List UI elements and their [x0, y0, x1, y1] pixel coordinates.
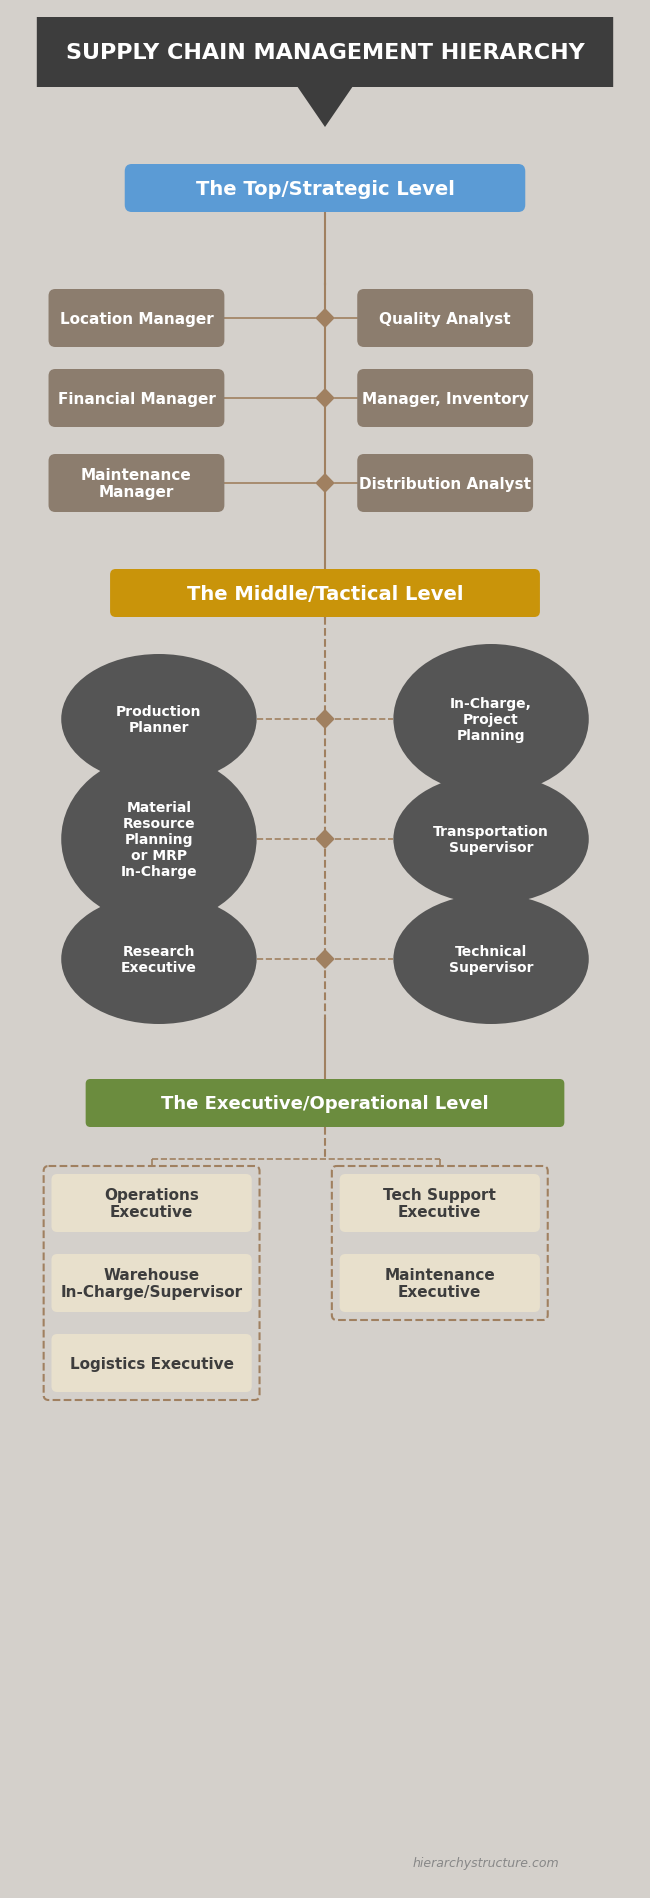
- Text: Warehouse
In-Charge/Supervisor: Warehouse In-Charge/Supervisor: [60, 1268, 242, 1300]
- Text: Distribution Analyst: Distribution Analyst: [359, 476, 531, 492]
- Ellipse shape: [61, 755, 257, 924]
- Polygon shape: [315, 309, 335, 328]
- Polygon shape: [315, 474, 335, 493]
- Ellipse shape: [393, 894, 589, 1025]
- Polygon shape: [37, 17, 613, 127]
- Ellipse shape: [393, 645, 589, 795]
- FancyBboxPatch shape: [86, 1080, 564, 1127]
- Text: Operations
Executive: Operations Executive: [104, 1186, 199, 1220]
- Text: Maintenance
Executive: Maintenance Executive: [384, 1268, 495, 1300]
- Ellipse shape: [61, 655, 257, 784]
- Text: Transportation
Supervisor: Transportation Supervisor: [433, 824, 549, 854]
- FancyBboxPatch shape: [340, 1255, 540, 1312]
- Text: The Executive/Operational Level: The Executive/Operational Level: [161, 1095, 489, 1112]
- Polygon shape: [315, 949, 335, 970]
- Text: Quality Analyst: Quality Analyst: [380, 311, 511, 326]
- Text: Financial Manager: Financial Manager: [57, 391, 215, 406]
- Text: hierarchystructure.com: hierarchystructure.com: [413, 1856, 560, 1870]
- Text: In-Charge,
Project
Planning: In-Charge, Project Planning: [450, 697, 532, 742]
- Text: Material
Resource
Planning
or MRP
In-Charge: Material Resource Planning or MRP In-Cha…: [121, 801, 197, 879]
- FancyBboxPatch shape: [49, 370, 224, 427]
- FancyBboxPatch shape: [340, 1175, 540, 1232]
- Text: Tech Support
Executive: Tech Support Executive: [384, 1186, 496, 1220]
- Ellipse shape: [61, 894, 257, 1025]
- Text: Research
Executive: Research Executive: [121, 945, 197, 974]
- Text: The Middle/Tactical Level: The Middle/Tactical Level: [187, 585, 463, 604]
- Text: Manager, Inventory: Manager, Inventory: [361, 391, 528, 406]
- Text: Logistics Executive: Logistics Executive: [70, 1355, 233, 1370]
- Polygon shape: [315, 829, 335, 850]
- Text: The Top/Strategic Level: The Top/Strategic Level: [196, 180, 454, 199]
- Text: Production
Planner: Production Planner: [116, 704, 202, 735]
- FancyBboxPatch shape: [110, 569, 540, 617]
- FancyBboxPatch shape: [51, 1334, 252, 1393]
- Polygon shape: [315, 710, 335, 729]
- FancyBboxPatch shape: [125, 165, 525, 213]
- Text: Location Manager: Location Manager: [60, 311, 213, 326]
- Text: Technical
Supervisor: Technical Supervisor: [449, 945, 534, 974]
- Text: Maintenance
Manager: Maintenance Manager: [81, 467, 192, 499]
- FancyBboxPatch shape: [51, 1255, 252, 1312]
- Ellipse shape: [393, 774, 589, 905]
- FancyBboxPatch shape: [358, 456, 533, 512]
- Polygon shape: [315, 389, 335, 408]
- FancyBboxPatch shape: [51, 1175, 252, 1232]
- FancyBboxPatch shape: [49, 290, 224, 347]
- Text: SUPPLY CHAIN MANAGEMENT HIERARCHY: SUPPLY CHAIN MANAGEMENT HIERARCHY: [66, 44, 584, 63]
- FancyBboxPatch shape: [358, 290, 533, 347]
- FancyBboxPatch shape: [49, 456, 224, 512]
- FancyBboxPatch shape: [358, 370, 533, 427]
